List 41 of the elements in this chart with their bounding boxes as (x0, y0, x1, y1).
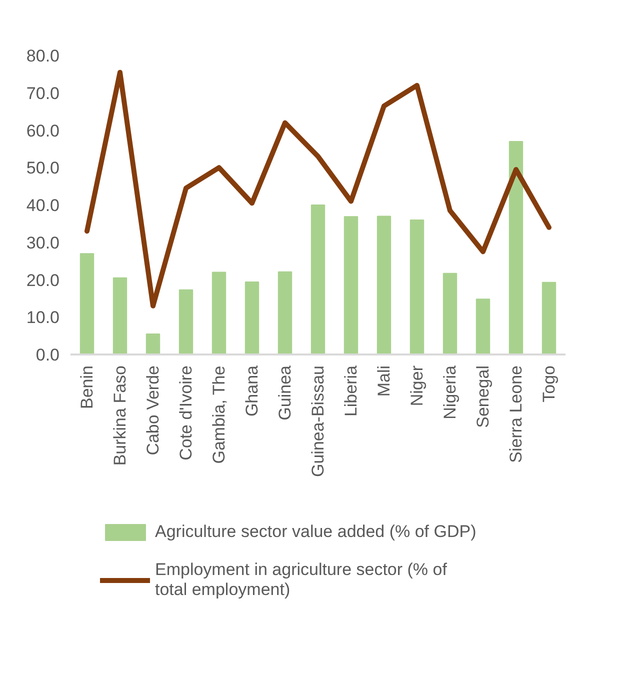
x-tick-label: Liberia (342, 364, 360, 417)
legend-label: Employment in agriculture sector (% of total employment) (155, 560, 447, 600)
bar (410, 219, 424, 354)
bar (542, 282, 556, 354)
y-tick-label: 60.0 (26, 121, 60, 140)
y-tick-label: 50.0 (26, 158, 60, 178)
x-tick-label: Mali (374, 366, 394, 397)
x-tick-label: Senegal (474, 366, 492, 428)
bar (310, 204, 326, 354)
legend-label: Agriculture sector value added (% of GDP) (155, 522, 476, 542)
bar (212, 272, 226, 354)
y-tick-label: 0.0 (36, 346, 60, 364)
y-tick-label: 30.0 (26, 233, 60, 252)
x-tick-label: Guinea-Bissau (308, 365, 328, 478)
bar (344, 216, 358, 354)
bar (80, 253, 94, 354)
x-tick-label: Nigeria (440, 364, 460, 420)
x-tick-label: Benin (78, 365, 96, 409)
bar (112, 277, 128, 354)
y-tick-label: 70.0 (26, 84, 60, 103)
x-tick-label: Togo (540, 365, 558, 402)
bar (442, 272, 458, 354)
y-tick-label: 20.0 (26, 270, 60, 290)
x-tick-label: Guinea (276, 364, 294, 420)
y-tick-label: 80.0 (26, 46, 60, 66)
x-tick-label: Cote d'Ivoire (176, 365, 196, 460)
x-tick-label: Cabo Verde (144, 365, 162, 456)
bar (278, 271, 292, 354)
bar (146, 333, 160, 354)
x-tick-label: Burkina Faso (110, 365, 130, 466)
x-tick-label: Ghana (242, 364, 262, 417)
x-tick-label: Niger (408, 365, 426, 406)
bar (376, 216, 392, 354)
y-tick-label: 40.0 (26, 196, 60, 215)
x-tick-label: Sierra Leone (506, 366, 526, 463)
y-tick-label: 10.0 (26, 308, 60, 328)
bar (476, 298, 490, 354)
bar (508, 140, 524, 354)
bar (178, 289, 194, 354)
x-tick-label: Gambia, The (210, 366, 228, 464)
bar (244, 281, 260, 354)
